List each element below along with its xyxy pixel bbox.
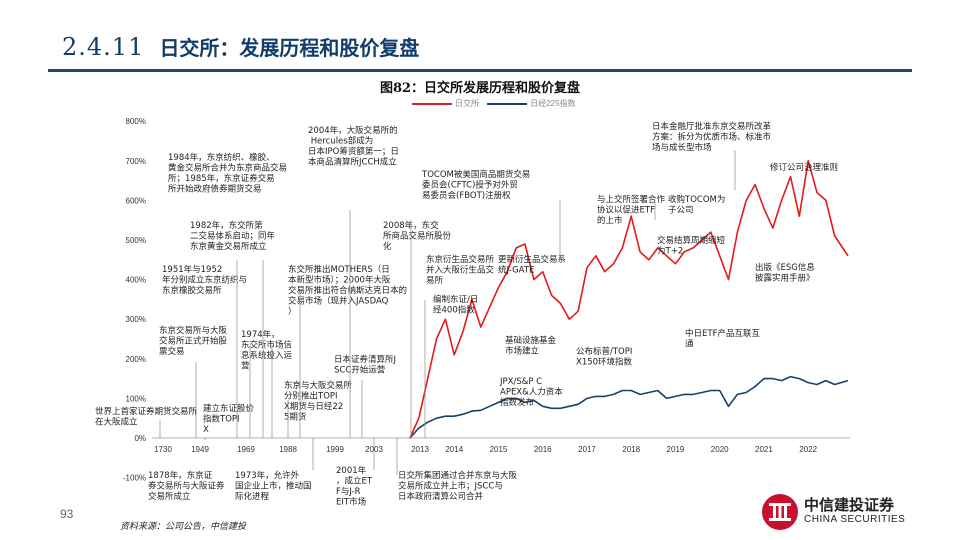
- y-tick-label: 800%: [126, 117, 146, 126]
- annotation-above: 日本证券清算所J SCC开始运营: [334, 354, 396, 376]
- x-tick-label-year: 2015: [490, 445, 508, 454]
- annotation-above: 与上交所签署合作协议以促进ETF 的上市: [597, 194, 666, 226]
- annotation-above: 东京与大阪交易所分别推出TOPI X期货与日经22 5期货: [284, 380, 353, 423]
- annotation-above: 世界上首家证券期货交易所在大阪成立: [95, 406, 198, 428]
- series-line-jpx: [409, 160, 849, 439]
- annotation-above: 东京衍生品交易所并入大阪衍生品交易所: [426, 254, 495, 286]
- section-title: 日交所：发展历程和股价复盘: [159, 36, 420, 60]
- annotation-above: JPX/S&P C APEX&人力资本指数发布: [499, 377, 563, 408]
- annotation-above: 中日ETF产品互联互通: [685, 328, 760, 350]
- x-tick-label-year: 2019: [667, 445, 685, 454]
- annotation-above: 日本金融厅批准东京交易所改革方案：拆分为优质市场、标准市场与成长型市场: [652, 121, 772, 153]
- annotation-above: 交易结算周期缩短为T+2: [657, 235, 726, 257]
- y-tick-label: 500%: [126, 236, 146, 245]
- annotation-above: 公布标普/TOPI X150环境指数: [576, 346, 633, 368]
- x-tick-label-history: 1969: [237, 445, 255, 454]
- figure-title: 图82：日交所发展历程和股价复盘: [379, 81, 581, 96]
- x-tick-label-history: 1949: [191, 445, 209, 454]
- y-tick-label: 400%: [126, 276, 146, 285]
- x-tick-label-year: 2014: [445, 445, 463, 454]
- annotation-above: 2004年，大阪交易所的 Hercules部成为日本IPO筹资额第一；日本商品清…: [308, 125, 399, 168]
- annotation-above: 收购TOCOM为子公司: [668, 194, 725, 216]
- x-tick-label-year: 2021: [755, 445, 773, 454]
- annotation-above: 1974年，东交所市场信息系统投入运营: [241, 329, 293, 372]
- annotation-above: 出版《ESG信息披露实用手册》: [755, 262, 815, 284]
- annotation-above: 1951年与1952 年分别成立东京纺织与东京橡胶交易所: [162, 264, 247, 296]
- x-tick-label-history: 1730: [154, 445, 172, 454]
- annotation-above: TOCOM被美国商品期货交易委员会(CFTC)授予对外贸易委员会(FBOT)注册…: [421, 169, 530, 201]
- brand-logo: 中信建投证券 CHINA SECURITIES: [760, 492, 920, 532]
- annotation-below: 1878年，东京证券交易所与大阪证券交易所成立: [148, 470, 225, 502]
- y-tick-label: 0%: [134, 434, 146, 443]
- x-tick-label-history: 1999: [326, 445, 344, 454]
- annotation-above: 1984年，东京纺织、橡胶、黄金交易所合并为东京商品交易所；1985年，东京证券…: [168, 152, 287, 195]
- legend-label-jpx: 日交所: [455, 99, 479, 108]
- annotation-below: 2001年，成立ET F与J-R EIT市场: [336, 465, 373, 508]
- legend-swatch-nikkei: [487, 102, 528, 105]
- y-tick-label: 700%: [126, 157, 146, 166]
- x-tick-label-year: 2016: [534, 445, 552, 454]
- annotation-below: 1973年，允许外国企业上市，推动国际化进程: [235, 470, 312, 502]
- y-tick-label: 300%: [126, 315, 146, 324]
- x-tick-label-year: 2022: [799, 445, 817, 454]
- annotation-above: 东京交易所与大阪交易所正式开始股票交易: [159, 325, 228, 357]
- y-tick-label: 200%: [126, 355, 146, 364]
- y-tick-label: 100%: [126, 394, 146, 403]
- x-tick-label-year: 2020: [711, 445, 729, 454]
- brand-mark-icon: [762, 494, 798, 530]
- x-tick-label-year: 2017: [578, 445, 596, 454]
- x-tick-label-history: 1988: [279, 445, 297, 454]
- annotation-below: 日交所集团通过合并东京与大阪交易所成立并上市；JSCC与日本政府清算公司合并: [398, 470, 518, 502]
- source-note: 资料来源：公司公告，中信建投: [120, 522, 247, 532]
- series-line-nikkei225: [409, 375, 849, 439]
- page-number: 93: [60, 507, 74, 521]
- section-header: 2.4.11 日交所：发展历程和股价复盘: [62, 32, 419, 61]
- section-number: 2.4.11: [62, 33, 145, 61]
- annotation-above: 1982年，东交所第二交易体系启动；同年东京黄金交易所成立: [190, 220, 276, 252]
- x-tick-label-year: 2018: [622, 445, 640, 454]
- legend-label-nikkei: 日经225指数: [530, 99, 576, 108]
- chart-legend: 日交所 日经225指数: [412, 98, 576, 109]
- annotation-above: 建立东证股价指数TOPI X: [203, 403, 255, 435]
- annotation-above: 2008年，东交所商品交易所股份化: [383, 220, 452, 252]
- brand-name-en: CHINA SECURITIES: [804, 514, 906, 525]
- legend-swatch-jpx: [412, 102, 452, 105]
- annotation-above: 更新衍生品交易系统J-GATE: [498, 254, 566, 276]
- y-tick-label: -100%: [123, 474, 146, 483]
- annotation-above: 东交所推出MOTHERS（日本新型市场）；2000年大阪交易所推出符合纳斯达克日…: [288, 264, 407, 317]
- y-tick-label: 600%: [126, 196, 146, 205]
- x-tick-label-year: 2013: [411, 445, 429, 454]
- annotation-above: 编制东证/日经400指数: [433, 294, 478, 316]
- annotation-above: 基础设施基金市场建立: [505, 335, 557, 357]
- header-divider: [48, 69, 912, 72]
- annotation-above: 修订公司治理准则: [770, 162, 838, 173]
- brand-name-cn: 中信建投证券: [804, 496, 895, 514]
